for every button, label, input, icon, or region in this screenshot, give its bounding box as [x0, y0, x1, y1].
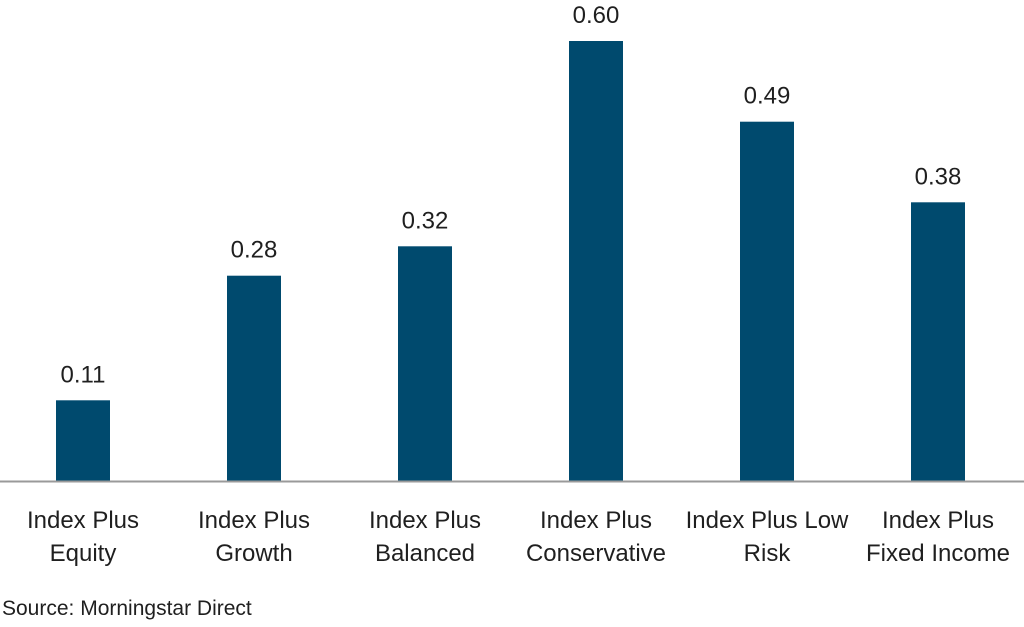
bars-group [56, 41, 965, 482]
category-label-line: Index Plus [540, 507, 652, 534]
data-label-4: 0.60 [573, 2, 620, 29]
bar-chart: 0.11 0.28 0.32 0.60 0.49 0.38 Index Plus Equit… [0, 2, 1024, 567]
category-label-line: Fixed Income [866, 540, 1010, 567]
category-label-line: Index Plus [369, 507, 481, 534]
source-note: Source: Morningstar Direct [2, 597, 252, 620]
category-label-line: Risk [744, 540, 792, 567]
category-label-line: Equity [50, 540, 117, 567]
value-labels-group: 0.11 0.28 0.32 0.60 0.49 0.38 [61, 2, 962, 388]
data-label-5: 0.49 [744, 83, 791, 110]
category-label-line: Index Plus [27, 507, 139, 534]
category-label-line: Balanced [375, 540, 475, 567]
category-label-4: Index Plus Conservative [526, 507, 666, 567]
bar-1 [56, 400, 110, 481]
category-label-line: Growth [215, 540, 292, 567]
category-label-6: Index Plus Fixed Income [866, 507, 1010, 567]
category-label-line: Index Plus Low [686, 507, 849, 534]
category-label-5: Index Plus Low Risk [686, 507, 849, 567]
data-label-2: 0.28 [231, 237, 278, 264]
category-label-2: Index Plus Growth [198, 507, 310, 567]
bar-4 [569, 41, 623, 481]
bar-6 [911, 202, 965, 482]
data-label-6: 0.38 [915, 163, 962, 190]
category-label-3: Index Plus Balanced [369, 507, 481, 567]
data-label-3: 0.32 [402, 207, 449, 234]
data-label-1: 0.11 [61, 361, 106, 388]
bar-5 [740, 121, 794, 481]
category-label-line: Conservative [526, 540, 666, 567]
category-label-1: Index Plus Equity [27, 507, 139, 567]
bar-2 [227, 275, 281, 481]
category-label-line: Index Plus [198, 507, 310, 534]
bar-3 [398, 246, 452, 481]
category-label-line: Index Plus [882, 507, 994, 534]
